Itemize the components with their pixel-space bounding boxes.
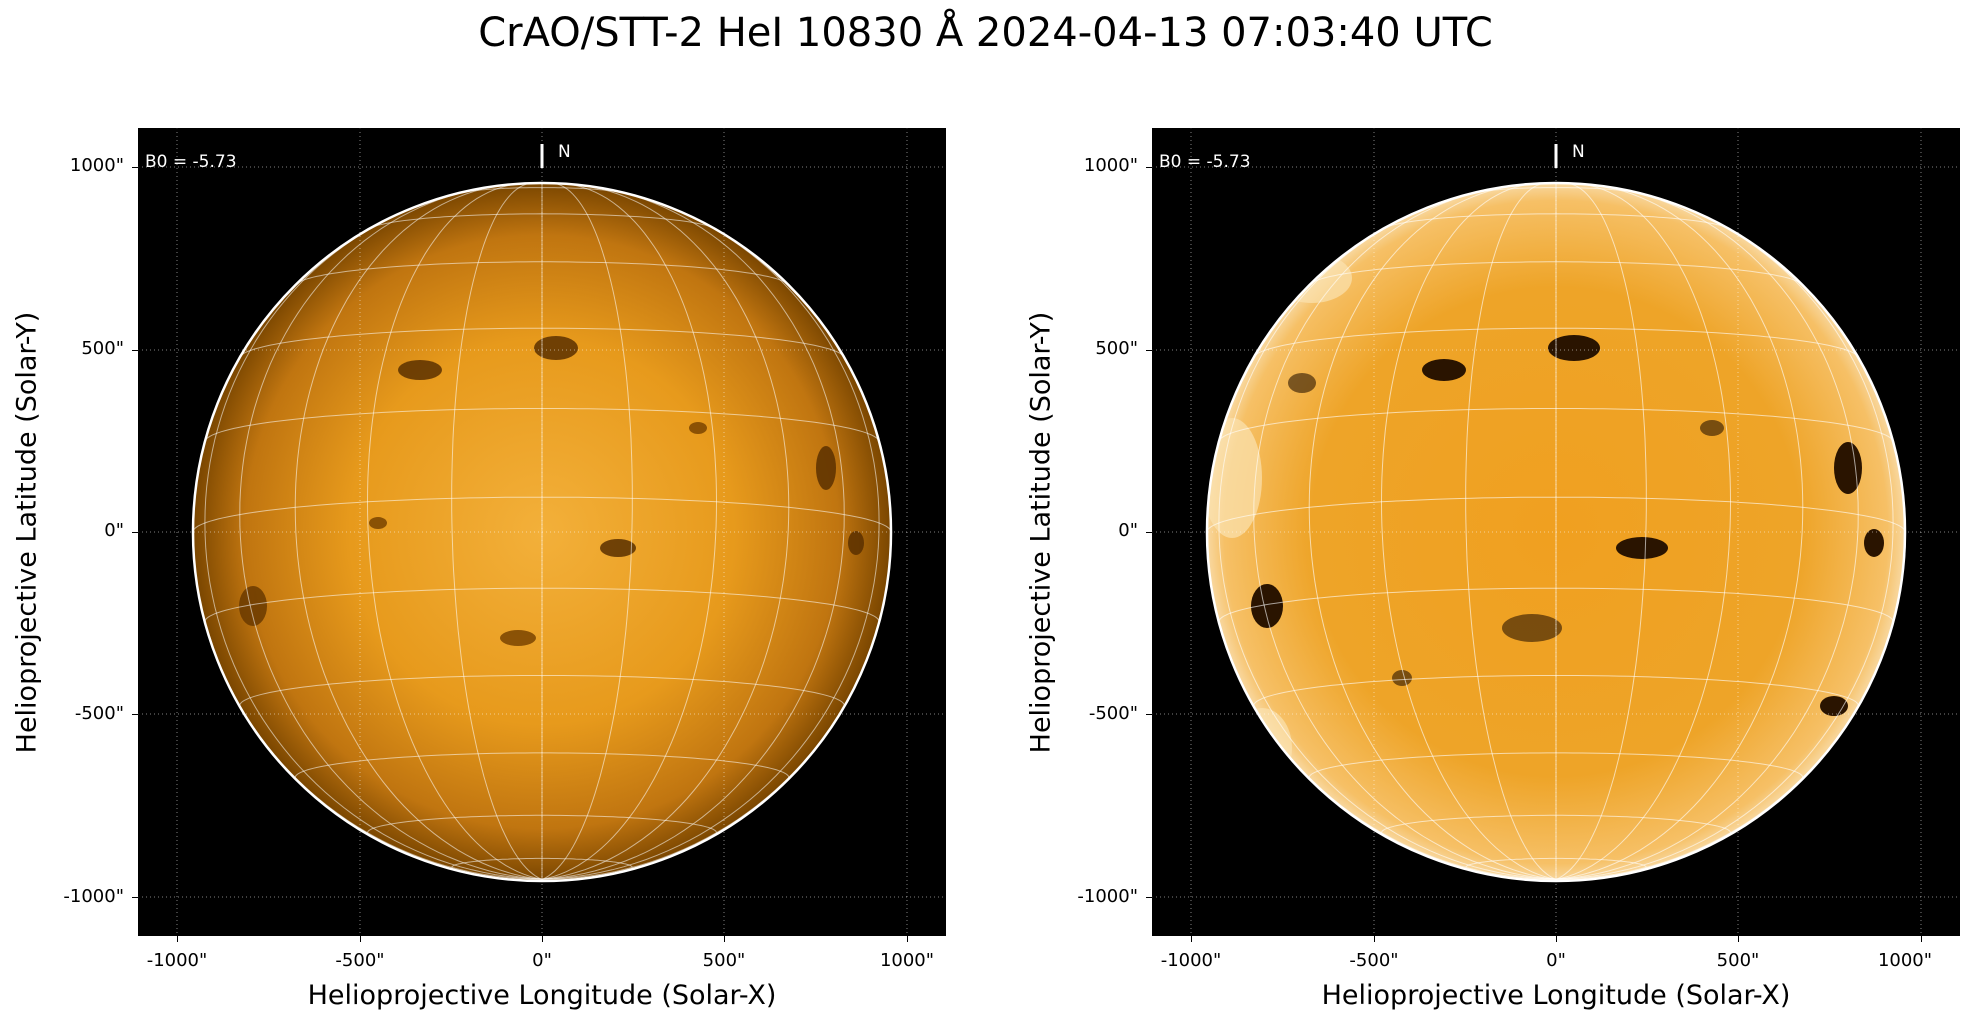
ytick-right-1000: 1000" [1083, 155, 1138, 176]
b0-label: B0 = -5.73 [145, 152, 237, 172]
longitude-line [1555, 188, 1859, 880]
ytick-right-m1000: -1000" [1077, 886, 1138, 907]
longitude-line [239, 188, 543, 880]
xtick-left-1000: 1000" [879, 950, 935, 971]
longitude-line [1218, 206, 1557, 880]
longitude-line [541, 206, 880, 880]
heliographic-grid [1208, 184, 1904, 880]
xtick-left-m1000: -1000" [146, 950, 208, 971]
ytick-right-0: 0" [1118, 520, 1138, 541]
dark-features [239, 336, 864, 646]
longitude-line [294, 185, 543, 880]
longitude-line [541, 185, 790, 880]
xtick-right-0: 0" [1546, 950, 1566, 971]
longitude-line [1555, 185, 1804, 880]
north-label: N [1572, 142, 1585, 162]
longitude-line [1308, 185, 1557, 880]
longitude-line [541, 184, 633, 880]
figure-title: CrAO/STT-2 HeI 10830 Å 2024-04-13 07:03:… [478, 10, 1493, 56]
longitude-line [1555, 206, 1894, 880]
dark-features [1251, 335, 1884, 716]
x-axis-label-right: Helioprojective Longitude (Solar-X) [1321, 980, 1791, 1011]
north-label: N [558, 142, 571, 162]
solar-image-right: N B0 = -5.73 [1152, 128, 1960, 936]
longitude-line [541, 184, 718, 880]
ytick-right-m500: -500" [1088, 703, 1138, 724]
solar-disk-plot-right: N B0 = -5.73 [1152, 128, 1960, 936]
longitude-line [1555, 184, 1732, 880]
longitude-line [451, 184, 543, 880]
solar-disk-plot-left: N B0 = -5.73 [138, 128, 946, 936]
xtick-left-500: 500" [702, 950, 746, 971]
xtick-left-m500: -500" [335, 950, 385, 971]
b0-label: B0 = -5.73 [1159, 152, 1251, 172]
ytick-left-m1000: -1000" [63, 886, 124, 907]
ytick-left-1000: 1000" [69, 155, 124, 176]
longitude-line [541, 188, 845, 880]
longitude-line [366, 184, 543, 880]
longitude-line [1465, 184, 1557, 880]
xtick-left-0: 0" [532, 950, 552, 971]
xtick-right-m500: -500" [1349, 950, 1399, 971]
x-axis-label-left: Helioprojective Longitude (Solar-X) [307, 980, 777, 1011]
xtick-right-m1000: -1000" [1160, 950, 1222, 971]
ytick-left-500: 500" [81, 338, 124, 359]
solar-image-left: N B0 = -5.73 [138, 128, 946, 936]
ytick-left-0: 0" [104, 520, 124, 541]
ytick-right-500: 500" [1095, 338, 1138, 359]
longitude-line [1555, 184, 1647, 880]
longitude-line [1253, 188, 1557, 880]
xtick-right-500: 500" [1716, 950, 1760, 971]
ytick-left-m500: -500" [74, 703, 124, 724]
longitude-line [204, 206, 543, 880]
xtick-right-1000: 1000" [1877, 950, 1933, 971]
longitude-line [1380, 184, 1557, 880]
